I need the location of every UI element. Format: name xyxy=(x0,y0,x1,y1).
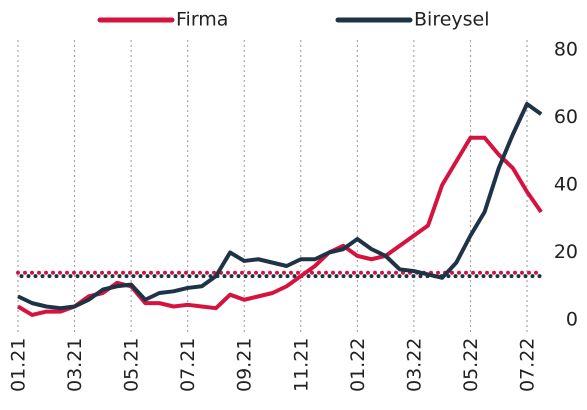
x-tick-label: 05.21 xyxy=(121,338,143,392)
y-tick-label: 40 xyxy=(554,174,578,196)
series-line xyxy=(16,135,543,317)
x-tick-label: 07.21 xyxy=(177,338,199,392)
x-tick-label: 03.21 xyxy=(64,338,86,392)
y-tick-label: 0 xyxy=(566,309,578,331)
x-tick-label: 11.21 xyxy=(290,338,312,392)
x-tick-label: 05.22 xyxy=(460,338,482,392)
y-tick-label: 80 xyxy=(554,39,578,61)
y-tick-label: 20 xyxy=(554,241,578,263)
x-tick-label: 01.22 xyxy=(347,338,369,392)
series-line xyxy=(17,102,543,311)
x-tick-label: 07.22 xyxy=(517,338,539,392)
x-tick-label: 09.21 xyxy=(234,338,256,392)
y-tick-label: 60 xyxy=(554,106,578,128)
x-tick-label: 03.22 xyxy=(403,338,425,392)
legend-label: Firma xyxy=(176,9,228,31)
x-tick-label: 01.21 xyxy=(8,338,30,392)
legend-label: Bireysel xyxy=(414,9,490,31)
